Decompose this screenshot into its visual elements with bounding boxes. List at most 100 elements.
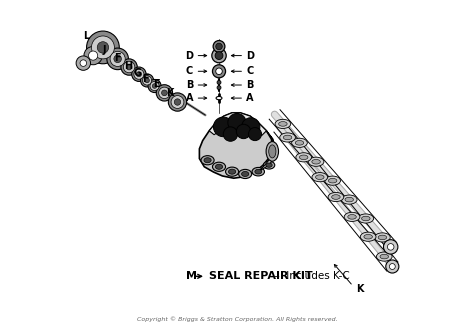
Ellipse shape xyxy=(283,135,292,140)
Text: K: K xyxy=(356,284,364,294)
Circle shape xyxy=(171,95,184,109)
Ellipse shape xyxy=(380,254,389,259)
Polygon shape xyxy=(200,113,273,178)
Text: C: C xyxy=(246,66,254,76)
Circle shape xyxy=(87,31,119,64)
Ellipse shape xyxy=(316,175,324,180)
Circle shape xyxy=(216,43,222,50)
Ellipse shape xyxy=(300,155,308,160)
Ellipse shape xyxy=(228,169,236,174)
Text: B: B xyxy=(246,80,254,90)
Circle shape xyxy=(228,113,246,132)
Ellipse shape xyxy=(360,232,376,241)
Text: J: J xyxy=(102,44,106,55)
Circle shape xyxy=(150,81,159,91)
Circle shape xyxy=(152,84,157,88)
Circle shape xyxy=(389,264,395,269)
Circle shape xyxy=(242,118,260,136)
Ellipse shape xyxy=(378,235,387,240)
Ellipse shape xyxy=(312,173,328,182)
Circle shape xyxy=(148,79,161,93)
Circle shape xyxy=(121,59,137,75)
Ellipse shape xyxy=(295,141,304,145)
Ellipse shape xyxy=(266,163,272,167)
Ellipse shape xyxy=(255,169,262,174)
Circle shape xyxy=(387,244,394,250)
Circle shape xyxy=(132,67,146,81)
Ellipse shape xyxy=(226,167,238,176)
Circle shape xyxy=(213,41,225,52)
Circle shape xyxy=(114,55,121,63)
Ellipse shape xyxy=(341,195,357,204)
Ellipse shape xyxy=(358,214,374,223)
Polygon shape xyxy=(209,113,266,136)
Circle shape xyxy=(134,69,144,79)
Circle shape xyxy=(91,36,114,59)
Ellipse shape xyxy=(312,160,320,164)
Circle shape xyxy=(213,117,233,137)
Circle shape xyxy=(216,68,222,75)
Circle shape xyxy=(212,48,226,63)
Ellipse shape xyxy=(266,142,279,161)
Ellipse shape xyxy=(345,197,354,202)
Ellipse shape xyxy=(374,233,390,242)
Text: D: D xyxy=(246,51,254,60)
Text: B: B xyxy=(186,80,193,90)
Circle shape xyxy=(110,51,125,66)
Ellipse shape xyxy=(269,145,276,158)
Text: SEAL REPAIR KIT: SEAL REPAIR KIT xyxy=(209,271,312,281)
Ellipse shape xyxy=(275,119,291,129)
Ellipse shape xyxy=(252,167,264,176)
Circle shape xyxy=(159,87,170,99)
Circle shape xyxy=(217,80,221,84)
Text: –  Includes K-C: – Includes K-C xyxy=(268,271,350,281)
Circle shape xyxy=(217,86,221,90)
Ellipse shape xyxy=(332,195,340,199)
Text: G: G xyxy=(133,68,141,78)
Circle shape xyxy=(126,64,132,70)
Ellipse shape xyxy=(292,138,307,147)
Text: A: A xyxy=(186,93,193,103)
Circle shape xyxy=(89,51,98,60)
Polygon shape xyxy=(258,131,275,172)
Circle shape xyxy=(168,93,187,111)
Circle shape xyxy=(223,127,237,141)
Text: C: C xyxy=(186,66,193,76)
Text: M: M xyxy=(186,271,197,281)
Circle shape xyxy=(107,48,128,70)
Ellipse shape xyxy=(328,179,337,183)
Ellipse shape xyxy=(280,133,295,142)
Circle shape xyxy=(76,56,91,70)
Circle shape xyxy=(97,42,109,53)
Circle shape xyxy=(237,124,251,139)
Ellipse shape xyxy=(215,164,223,169)
Text: D: D xyxy=(186,51,193,60)
Circle shape xyxy=(215,52,223,60)
Ellipse shape xyxy=(344,212,360,221)
Circle shape xyxy=(140,74,154,87)
Ellipse shape xyxy=(204,158,211,163)
Ellipse shape xyxy=(325,176,340,185)
Circle shape xyxy=(174,99,181,105)
Circle shape xyxy=(156,85,173,101)
Ellipse shape xyxy=(376,252,392,261)
Text: E: E xyxy=(153,79,160,89)
Circle shape xyxy=(212,65,226,78)
Ellipse shape xyxy=(296,153,311,162)
Ellipse shape xyxy=(264,161,275,169)
Circle shape xyxy=(162,90,167,96)
Ellipse shape xyxy=(308,157,324,166)
Circle shape xyxy=(80,60,87,66)
Ellipse shape xyxy=(216,96,222,100)
Circle shape xyxy=(137,72,141,77)
Text: K: K xyxy=(166,88,174,97)
Circle shape xyxy=(123,61,135,73)
Ellipse shape xyxy=(238,169,252,179)
Circle shape xyxy=(145,78,149,83)
Ellipse shape xyxy=(364,234,373,239)
Circle shape xyxy=(248,128,262,141)
Ellipse shape xyxy=(348,215,356,219)
Ellipse shape xyxy=(242,171,249,177)
Ellipse shape xyxy=(362,216,370,221)
Text: L: L xyxy=(83,31,89,41)
